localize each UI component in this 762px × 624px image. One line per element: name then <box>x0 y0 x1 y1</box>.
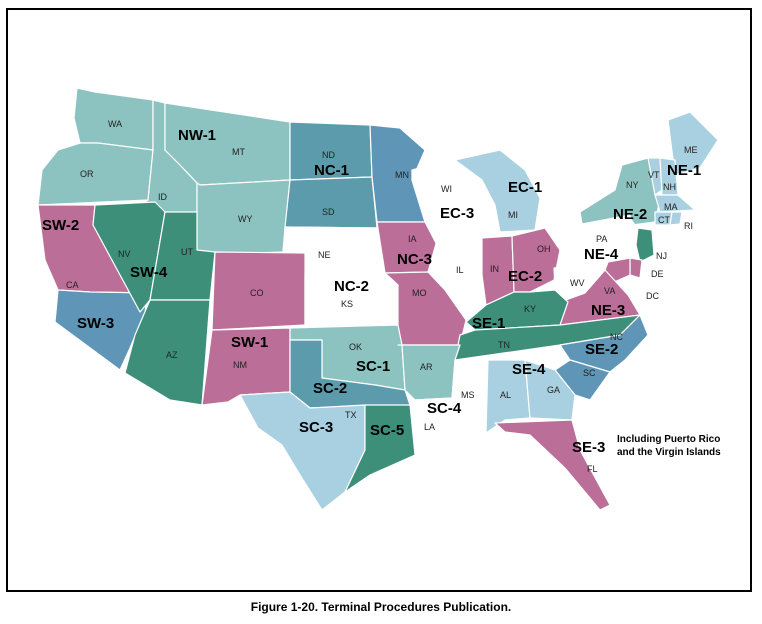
state-label: CA <box>66 280 79 290</box>
state-label: MO <box>412 288 427 298</box>
state-al <box>485 359 531 434</box>
region-label: NE-3 <box>591 302 625 319</box>
state-label: NC <box>610 332 623 342</box>
state-label: IA <box>408 234 417 244</box>
state-label: TN <box>498 340 510 350</box>
region-label: SC-5 <box>370 422 404 439</box>
region-labels: NW-1 NC-1 NE-1 EC-1 EC-3 NE-2 SW-2 SW-4 … <box>42 127 701 456</box>
state-label: VT <box>648 170 660 180</box>
region-label: EC-1 <box>508 179 542 196</box>
state-ga <box>524 359 576 421</box>
state-ny <box>579 157 661 226</box>
region-label: SW-4 <box>130 264 168 281</box>
state-label: FL <box>587 464 598 474</box>
region-label: SC-3 <box>299 419 333 436</box>
state-label: MS <box>461 390 475 400</box>
state-sd <box>284 176 378 229</box>
state-fl <box>494 419 611 511</box>
state-de <box>629 257 643 279</box>
state-label: OK <box>349 342 362 352</box>
state-labels: WA OR ID MT WY ND SD MN WI MI ME NY VT N… <box>66 119 698 474</box>
state-label: KY <box>524 304 536 314</box>
state-label: AZ <box>166 350 178 360</box>
region-label: SE-1 <box>472 315 505 332</box>
state-label: DC <box>646 291 659 301</box>
state-tx-east <box>344 404 416 493</box>
state-label: DE <box>651 269 664 279</box>
state-ar <box>397 344 461 401</box>
region-label: EC-3 <box>440 205 474 222</box>
region-label: SW-1 <box>231 334 268 351</box>
note-line-1: Including Puerto Rico <box>617 434 720 445</box>
state-label: CT <box>658 215 670 225</box>
region-label: EC-2 <box>508 268 542 285</box>
region-label: SW-3 <box>77 315 114 332</box>
region-label: NE-2 <box>613 206 647 223</box>
state-mo <box>384 271 467 346</box>
region-label: NW-1 <box>178 127 216 144</box>
figure-caption: Figure 1-20. Terminal Procedures Publica… <box>250 600 512 614</box>
region-label: NC-3 <box>397 251 432 268</box>
note-line-2: and the Virgin Islands <box>617 447 721 458</box>
state-label: OH <box>537 244 551 254</box>
state-label: CO <box>250 288 264 298</box>
state-label: NM <box>233 360 247 370</box>
us-region-map: WA OR ID MT WY ND SD MN WI MI ME NY VT N… <box>37 87 721 511</box>
state-nj <box>635 227 655 263</box>
state-label: NY <box>626 180 639 190</box>
state-label: ID <box>158 192 168 202</box>
state-la <box>414 397 487 461</box>
state-label: TX <box>345 410 357 420</box>
region-label: SE-3 <box>572 439 605 456</box>
state-label: RI <box>684 221 693 231</box>
state-az <box>124 299 211 406</box>
state-label: OR <box>80 169 94 179</box>
region-label: SE-4 <box>512 361 546 378</box>
state-label: UT <box>181 247 193 257</box>
region-label: NC-1 <box>314 162 349 179</box>
state-label: MA <box>664 202 678 212</box>
state-label: IL <box>456 265 464 275</box>
state-label: VA <box>604 286 615 296</box>
state-label: MN <box>395 170 409 180</box>
state-label: IN <box>490 264 499 274</box>
region-label: SW-2 <box>42 217 79 234</box>
region-label: NE-4 <box>584 246 619 263</box>
state-sc <box>554 359 611 401</box>
state-label: MI <box>508 210 518 220</box>
state-label: NJ <box>656 251 667 261</box>
state-label: SD <box>322 207 335 217</box>
state-label: WI <box>441 184 452 194</box>
state-label: NV <box>118 249 131 259</box>
state-label: AR <box>420 362 433 372</box>
state-ma <box>654 194 696 213</box>
state-wi <box>411 161 481 241</box>
state-label: WA <box>108 119 122 129</box>
state-label: KS <box>341 299 353 309</box>
state-ri <box>669 211 683 226</box>
state-label: MT <box>232 147 245 157</box>
state-label: NE <box>318 250 331 260</box>
state-label: PA <box>596 234 607 244</box>
state-label: SC <box>583 368 596 378</box>
state-ky <box>465 289 569 331</box>
state-label: WY <box>238 214 253 224</box>
region-label: SC-4 <box>427 400 462 417</box>
region-label: NE-1 <box>667 162 701 179</box>
state-label: ND <box>322 150 335 160</box>
state-label: WV <box>570 278 585 288</box>
state-label: ME <box>684 145 698 155</box>
region-label: SE-2 <box>585 341 618 358</box>
region-label: NC-2 <box>334 278 369 295</box>
state-label: AL <box>500 390 511 400</box>
state-label: LA <box>424 422 435 432</box>
region-label: SC-1 <box>356 358 390 375</box>
state-label: NH <box>663 182 676 192</box>
region-label: SC-2 <box>313 380 347 397</box>
state-label: GA <box>547 385 560 395</box>
state-or <box>37 142 154 206</box>
